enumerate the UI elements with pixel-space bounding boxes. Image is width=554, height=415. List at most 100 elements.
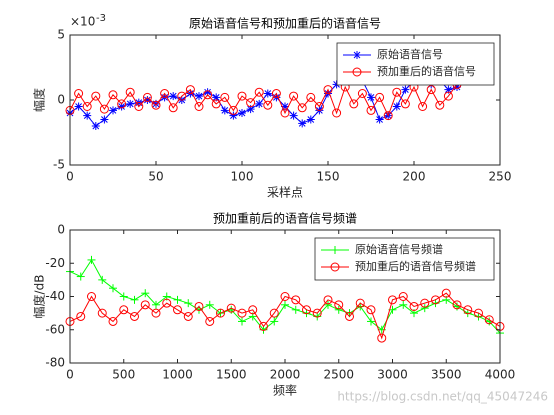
marker-circle <box>280 292 290 301</box>
marker <box>418 102 428 111</box>
marker-circle <box>117 99 127 109</box>
marker-circle <box>237 91 247 101</box>
marker <box>280 292 290 301</box>
marker-circle <box>426 85 436 95</box>
marker-stroke <box>92 122 100 130</box>
marker-circle <box>211 99 221 109</box>
marker-circle <box>183 311 193 321</box>
marker <box>82 102 92 111</box>
marker <box>97 308 107 318</box>
marker-stroke <box>393 103 401 110</box>
marker-circle <box>345 311 354 321</box>
chart-title: 预加重前后的语音信号频谱 <box>213 211 357 226</box>
marker-stroke <box>247 105 254 113</box>
marker-circle <box>383 111 393 121</box>
marker <box>151 100 161 110</box>
marker <box>76 311 86 321</box>
marker-circle <box>173 305 182 315</box>
x-axis-label: 采样点 <box>267 185 303 200</box>
marker-stroke <box>144 96 151 104</box>
y-exponent-base: ×10 <box>70 15 95 29</box>
marker <box>160 89 170 98</box>
marker <box>183 311 193 321</box>
marker <box>238 317 246 326</box>
marker-circle <box>108 90 118 100</box>
marker-circle <box>151 100 161 110</box>
marker <box>100 115 109 124</box>
marker-circle <box>280 108 290 118</box>
marker <box>263 89 272 98</box>
watermark: https://blog.csdn.net/qq_45047246 <box>337 390 548 404</box>
marker <box>108 90 118 100</box>
marker-circle <box>452 300 462 310</box>
marker <box>109 284 117 293</box>
marker-stroke <box>212 94 220 101</box>
marker <box>353 51 361 59</box>
marker <box>184 299 193 308</box>
marker-stroke <box>402 86 409 93</box>
marker-circle <box>392 87 402 97</box>
legend-label: 预加重后的语音信号频谱 <box>355 259 476 273</box>
legend-label: 预加重后的语音信号 <box>377 64 476 78</box>
y-axis-label: 幅度 <box>32 88 47 112</box>
marker-circle <box>119 305 129 315</box>
marker-circle <box>130 311 139 321</box>
marker <box>87 292 96 301</box>
marker-circle <box>142 92 152 102</box>
marker-stroke <box>307 116 315 123</box>
marker <box>377 333 387 343</box>
marker <box>420 298 430 308</box>
marker <box>255 99 264 108</box>
y-axis-label: 幅度/dB <box>32 275 47 319</box>
marker <box>398 292 408 301</box>
marker-circle <box>99 104 109 114</box>
marker <box>355 298 365 308</box>
marker <box>289 91 299 101</box>
marker-circle <box>82 102 92 111</box>
marker <box>435 100 445 110</box>
marker <box>205 300 214 309</box>
marker-circle <box>420 298 430 308</box>
marker <box>194 102 204 111</box>
y-tick-label: -80 <box>45 356 65 370</box>
marker <box>98 275 107 284</box>
marker <box>237 91 247 101</box>
marker <box>401 85 410 94</box>
marker <box>185 85 195 95</box>
x-tick-label: 100 <box>231 170 254 184</box>
marker <box>211 99 221 109</box>
marker <box>195 92 203 101</box>
marker-circle <box>91 91 101 101</box>
marker-stroke <box>376 116 383 123</box>
x-tick-label: 0 <box>66 170 74 184</box>
marker-circle <box>203 90 213 100</box>
marker-circle <box>76 311 86 321</box>
marker <box>76 272 85 281</box>
marker <box>367 93 375 102</box>
marker-stroke <box>126 100 134 108</box>
marker <box>162 298 172 308</box>
marker-stroke <box>109 107 117 114</box>
marker-circle <box>220 92 230 102</box>
marker-circle <box>259 321 268 331</box>
marker-circle <box>314 102 324 111</box>
marker-circle <box>108 316 118 326</box>
legend-label: 原始语音信号 <box>377 47 443 61</box>
marker-stroke <box>264 90 272 97</box>
marker <box>426 85 436 95</box>
marker <box>420 304 429 313</box>
marker-stroke <box>101 116 108 123</box>
marker-stroke <box>75 103 82 110</box>
marker <box>367 317 375 326</box>
marker-stroke <box>238 109 246 117</box>
marker <box>226 303 236 313</box>
marker <box>444 85 453 94</box>
marker <box>130 295 139 304</box>
x-tick-label: 50 <box>148 170 163 184</box>
marker <box>203 90 213 100</box>
marker-circle <box>254 87 264 97</box>
marker <box>452 300 462 310</box>
marker-circle <box>330 262 340 272</box>
marker <box>463 305 473 315</box>
marker <box>298 119 307 128</box>
